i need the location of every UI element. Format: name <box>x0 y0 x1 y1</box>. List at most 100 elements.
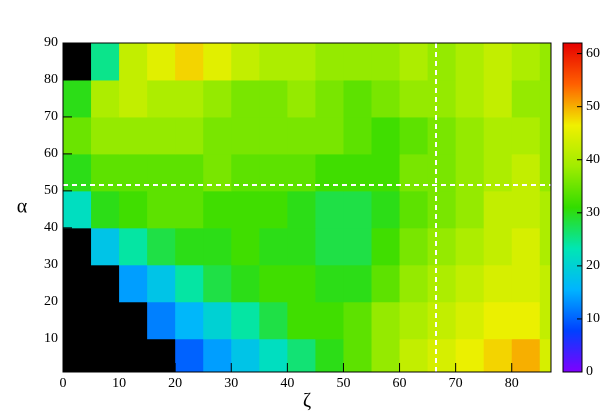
cell <box>91 301 120 340</box>
cell <box>203 43 232 81</box>
cell <box>119 301 148 340</box>
cell <box>343 264 373 303</box>
cell <box>147 79 176 118</box>
cell <box>259 227 288 266</box>
cell <box>539 301 552 340</box>
colorbar-tick-label: 30 <box>586 205 600 220</box>
cell <box>231 79 260 118</box>
cell <box>455 79 485 118</box>
cell <box>259 116 288 155</box>
cell <box>119 79 148 118</box>
y-tick-label: 70 <box>44 109 58 124</box>
x-tick-label: 80 <box>505 376 519 391</box>
colorbar-tick-label: 40 <box>586 152 600 167</box>
y-tick-label: 60 <box>44 146 58 161</box>
cell <box>343 116 373 155</box>
cell <box>231 301 260 340</box>
cell <box>91 43 120 81</box>
cell <box>119 264 148 303</box>
cell <box>91 116 120 155</box>
cell <box>259 79 288 118</box>
cell <box>119 116 148 155</box>
cell <box>511 190 541 229</box>
x-tick-label: 10 <box>112 376 126 391</box>
colorbar-tick-label: 50 <box>586 99 600 114</box>
colorbar-tick-label: 0 <box>586 364 593 379</box>
cell <box>399 338 429 373</box>
cell <box>119 227 148 266</box>
cell <box>315 264 344 303</box>
cell <box>287 264 316 303</box>
cell <box>147 43 176 81</box>
cell <box>259 190 288 229</box>
cell <box>483 190 513 229</box>
cell <box>63 264 92 303</box>
cell <box>147 116 176 155</box>
cell <box>511 79 541 118</box>
cell <box>483 338 513 373</box>
cell <box>287 338 316 373</box>
cell <box>399 301 429 340</box>
cell <box>539 338 552 373</box>
cell <box>427 264 457 303</box>
cell <box>203 116 232 155</box>
x-tick-label: 20 <box>168 376 182 391</box>
cell <box>315 301 344 340</box>
cell <box>427 79 457 118</box>
cell <box>147 153 176 192</box>
cell <box>427 301 457 340</box>
cell <box>287 116 316 155</box>
cell <box>399 227 429 266</box>
cell <box>315 153 344 192</box>
cell <box>539 264 552 303</box>
cell <box>539 43 552 81</box>
cell <box>175 79 204 118</box>
cell <box>511 264 541 303</box>
cell <box>119 43 148 81</box>
cell <box>287 301 316 340</box>
cell <box>343 79 373 118</box>
cell <box>371 301 401 340</box>
cell <box>399 79 429 118</box>
cell <box>343 43 373 81</box>
x-tick-label: 0 <box>60 376 67 391</box>
cell <box>343 227 373 266</box>
cell <box>259 264 288 303</box>
cell <box>287 227 316 266</box>
cell <box>343 190 373 229</box>
cell <box>427 116 457 155</box>
cell <box>511 43 541 81</box>
cell <box>147 190 176 229</box>
cell <box>259 301 288 340</box>
y-tick-label: 30 <box>44 257 58 272</box>
cell <box>483 227 513 266</box>
x-tick-label: 60 <box>393 376 407 391</box>
cell <box>231 227 260 266</box>
cell <box>511 227 541 266</box>
cell <box>539 79 552 118</box>
cell <box>203 264 232 303</box>
cell <box>63 116 92 155</box>
cell <box>371 116 401 155</box>
cell <box>63 43 92 81</box>
y-tick-label: 50 <box>44 183 58 198</box>
cell <box>175 338 204 373</box>
cell <box>231 116 260 155</box>
cell <box>119 338 148 373</box>
cell <box>343 153 373 192</box>
cell <box>119 190 148 229</box>
cell <box>175 43 204 81</box>
cell <box>91 153 120 192</box>
cell <box>539 116 552 155</box>
cell <box>343 338 373 373</box>
cell <box>147 227 176 266</box>
cell <box>147 264 176 303</box>
cell <box>511 338 541 373</box>
cell <box>539 190 552 229</box>
cell <box>175 264 204 303</box>
cell <box>483 79 513 118</box>
colorbar <box>562 42 583 373</box>
cell <box>63 190 92 229</box>
cell <box>91 190 120 229</box>
